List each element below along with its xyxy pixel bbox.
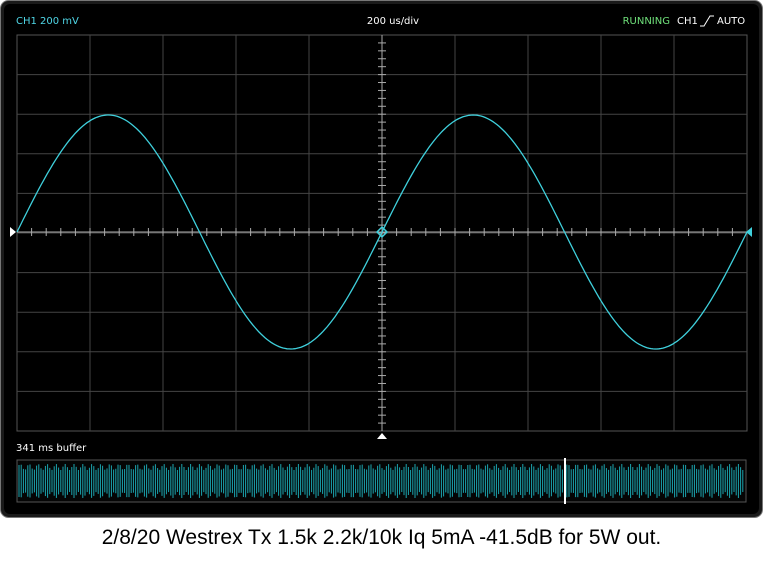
left-marker: [10, 227, 16, 237]
graticule: [16, 34, 748, 432]
channel-label: CH1 200 mV: [16, 16, 79, 27]
trigger-channel: CH1: [677, 16, 698, 27]
trigger-mode: AUTO: [717, 16, 745, 27]
bottom-marker: [377, 433, 387, 439]
buffer-trace: [18, 464, 744, 498]
status-label: RUNNING: [623, 16, 670, 27]
right-marker: [746, 227, 752, 237]
trigger-point: [375, 225, 389, 239]
waveform: [16, 114, 748, 350]
timebase-label: 200 us/div: [367, 16, 419, 27]
trigger-slope-icon: [700, 15, 714, 27]
caption: 2/8/20 Westrex Tx 1.5k 2.2k/10k Iq 5mA -…: [101, 526, 662, 549]
buffer-label: 341 ms buffer: [16, 443, 87, 454]
scope-window: CH1 200 mV 200 us/div RUNNING CH1 AUTO 3…: [0, 0, 763, 518]
